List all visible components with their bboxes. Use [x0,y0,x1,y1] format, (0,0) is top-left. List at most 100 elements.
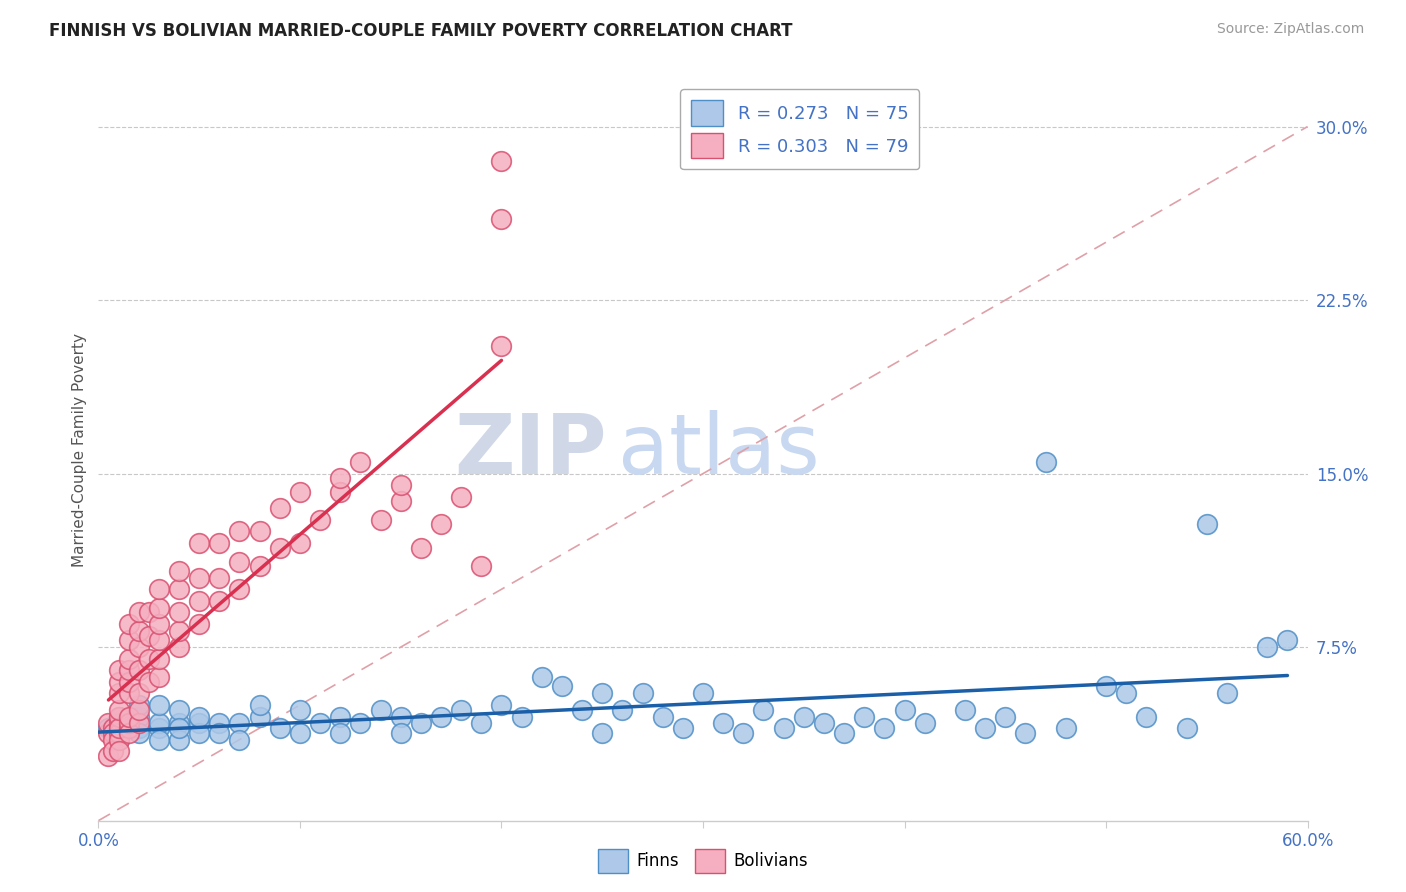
Point [329,471,352,485]
Point [1256,640,1278,654]
Point [107,721,129,735]
Point [1175,721,1198,735]
Text: atlas: atlas [619,410,820,491]
Text: FINNISH VS BOLIVIAN MARRIED-COUPLE FAMILY POVERTY CORRELATION CHART: FINNISH VS BOLIVIAN MARRIED-COUPLE FAMIL… [49,22,793,40]
Point [167,721,190,735]
Point [1135,709,1157,723]
Point [138,674,160,689]
Point [188,725,211,739]
Point [974,721,997,735]
Point [571,703,593,717]
Point [107,686,129,700]
Point [269,721,291,735]
Y-axis label: Married-Couple Family Poverty: Married-Couple Family Poverty [72,334,87,567]
Point [107,709,129,723]
Point [249,559,271,574]
Point [118,617,141,632]
Point [450,703,472,717]
Point [612,703,634,717]
Point [208,716,231,731]
Point [672,721,695,735]
Point [107,663,129,677]
Point [97,725,120,739]
Point [208,536,231,550]
Point [118,716,141,731]
Point [101,725,124,739]
Point [167,732,190,747]
Point [491,212,513,227]
Point [269,501,291,516]
Point [138,628,160,642]
Point [389,494,412,508]
Point [813,716,835,731]
Point [510,709,533,723]
Point [167,703,190,717]
Point [249,709,271,723]
Point [138,651,160,665]
Text: Source: ZipAtlas.com: Source: ZipAtlas.com [1216,22,1364,37]
Point [873,721,896,735]
Point [430,517,453,532]
Point [551,680,574,694]
Point [148,582,170,597]
Point [288,485,311,500]
Point [914,716,936,731]
Point [389,478,412,492]
Point [128,624,150,638]
Point [128,725,150,739]
Point [167,640,190,654]
Point [128,721,150,735]
Point [101,721,124,735]
Point [188,709,211,723]
Point [329,725,352,739]
Point [409,541,432,555]
Point [733,725,755,739]
Point [1195,517,1218,532]
Point [772,721,794,735]
Point [167,582,190,597]
Point [188,594,211,608]
Point [97,721,120,735]
Point [893,703,915,717]
Point [288,536,311,550]
Point [188,617,211,632]
Point [853,709,876,723]
Point [208,725,231,739]
Point [530,670,553,684]
Point [138,606,160,620]
Point [118,721,141,735]
Point [269,541,291,555]
Point [994,709,1017,723]
Point [370,513,392,527]
Point [97,716,120,731]
Point [128,716,150,731]
Point [370,703,392,717]
Point [228,524,250,539]
Point [128,709,150,723]
Point [148,716,170,731]
Point [329,709,352,723]
Point [167,606,190,620]
Point [1277,633,1299,648]
Point [97,748,120,763]
Point [107,732,129,747]
Point [118,651,141,665]
Point [188,536,211,550]
Point [118,686,141,700]
Point [148,732,170,747]
Point [128,686,150,700]
Point [188,716,211,731]
Point [711,716,734,731]
Point [631,686,654,700]
Point [430,709,453,723]
Point [101,744,124,758]
Point [832,725,855,739]
Point [118,674,141,689]
Point [167,716,190,731]
Point [349,455,371,469]
Point [450,490,472,504]
Point [107,732,129,747]
Point [118,663,141,677]
Point [148,670,170,684]
Point [309,513,332,527]
